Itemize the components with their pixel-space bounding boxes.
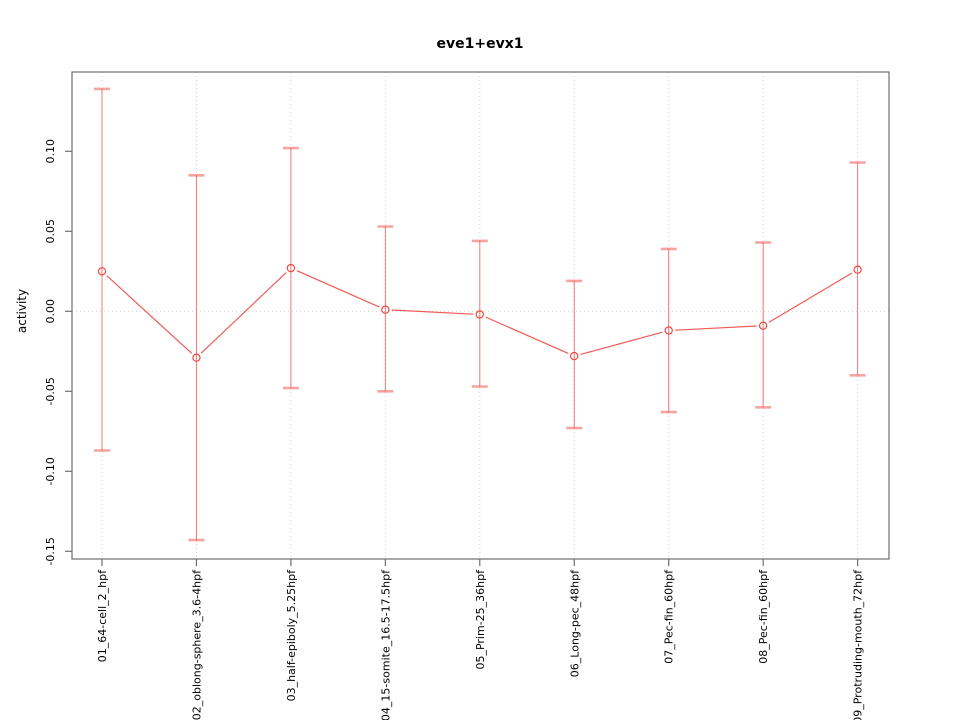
x-tick-label: 02_oblong-sphere_3.6-4hpf (190, 569, 203, 720)
plot-box (71, 71, 890, 560)
x-tick-label: 04_15-somite_16.5-17.5hpf (379, 569, 392, 720)
x-tick-label: 01_64-cell_2_hpf (96, 569, 109, 662)
data-point-marker (758, 321, 768, 330)
y-tick-label: 0.10 (44, 139, 57, 164)
y-tick-label: 0.05 (44, 219, 57, 244)
x-tick-label: 09_Protruding-mouth_72hpf (852, 569, 865, 720)
series-line-segment (106, 275, 193, 354)
data-point-marker (97, 267, 107, 276)
series-line-segment (296, 270, 380, 308)
chart-title: eve1+evx1 (436, 36, 524, 52)
data-point-marker (853, 265, 862, 274)
series-line-segment (200, 272, 287, 354)
series-line-segment (485, 316, 569, 355)
data-point-marker (381, 305, 390, 314)
series-line-segment (768, 272, 853, 323)
x-tick-label: 07_Pec-fin_60hpf (663, 569, 676, 664)
data-point-marker (192, 353, 201, 362)
x-tick-label: 05_Prim-25_36hpf (474, 569, 487, 670)
x-tick-label: 06_Long-pec_48hpf (568, 569, 581, 677)
data-point-marker (664, 326, 673, 335)
y-tick-label: -0.15 (44, 537, 57, 565)
series-line-segment (675, 325, 757, 331)
series-line-segment (580, 331, 663, 355)
y-tick-label: 0.00 (44, 299, 57, 324)
series-line-segment (391, 309, 474, 315)
x-tick-label: 08_Pec-fin_60hpf (757, 569, 770, 664)
y-tick-label: -0.10 (44, 457, 57, 485)
data-point-marker (475, 310, 484, 319)
y-tick-label: -0.05 (44, 377, 57, 405)
data-point-marker (286, 263, 296, 273)
data-point-marker (570, 351, 579, 361)
x-tick-label: 03_half-epiboly_5.25hpf (285, 569, 298, 702)
